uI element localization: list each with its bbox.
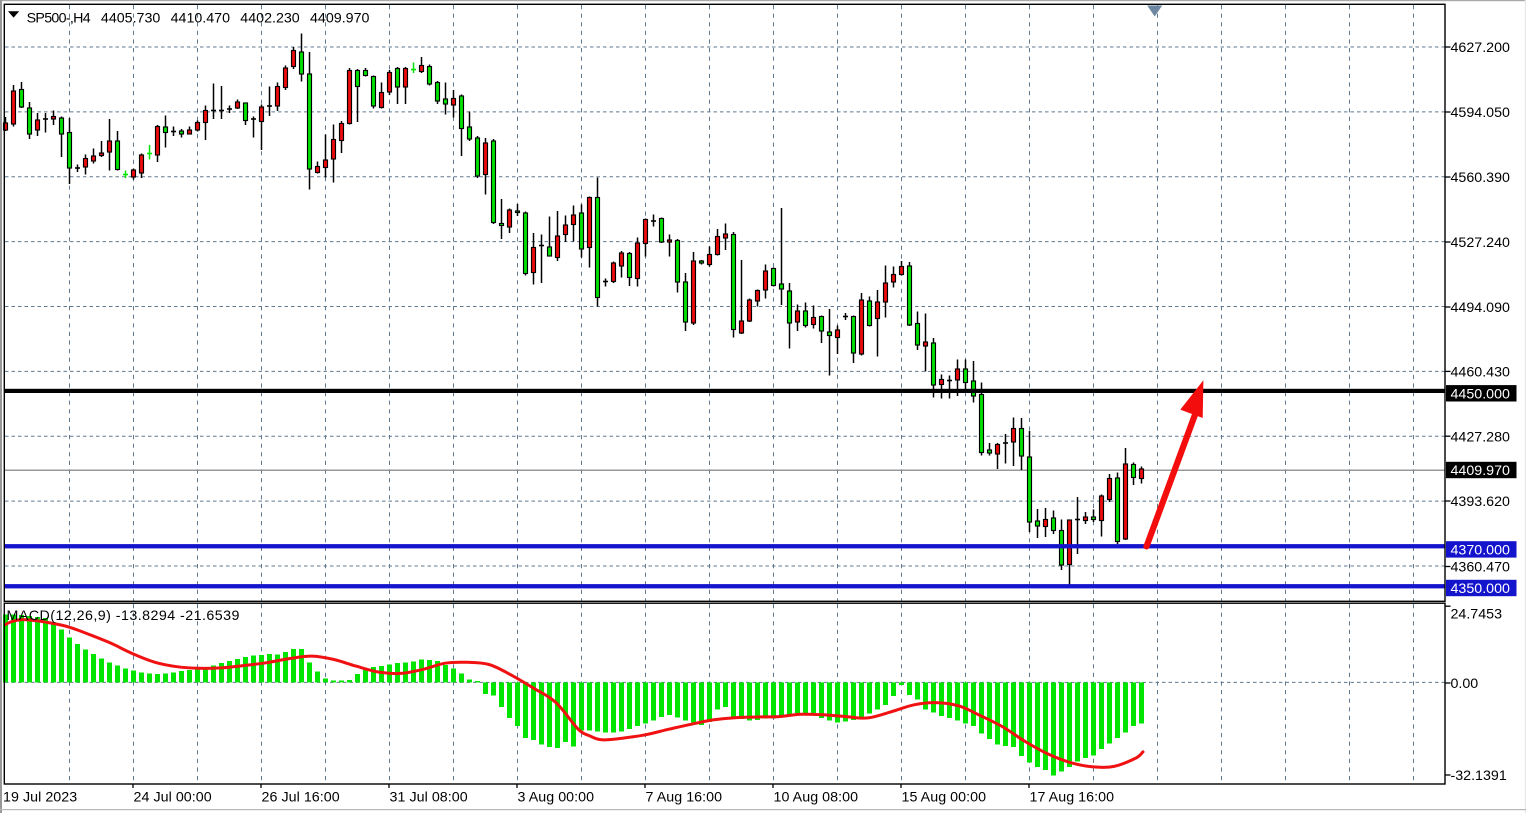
svg-text:24 Jul 00:00: 24 Jul 00:00 bbox=[134, 789, 212, 805]
svg-text:4409.970: 4409.970 bbox=[1451, 463, 1511, 479]
svg-text:31 Jul 08:00: 31 Jul 08:00 bbox=[390, 789, 468, 805]
svg-text:26 Jul 16:00: 26 Jul 16:00 bbox=[262, 789, 340, 805]
svg-text:4360.470: 4360.470 bbox=[1451, 560, 1511, 576]
svg-text:4370.000: 4370.000 bbox=[1451, 543, 1511, 559]
svg-text:4494.090: 4494.090 bbox=[1451, 300, 1511, 316]
svg-text:MACD(12,26,9) -13.8294 -21.653: MACD(12,26,9) -13.8294 -21.6539 bbox=[7, 608, 240, 624]
svg-text:10 Aug 08:00: 10 Aug 08:00 bbox=[774, 789, 859, 805]
svg-text:3 Aug 00:00: 3 Aug 00:00 bbox=[518, 789, 595, 805]
svg-text:4393.620: 4393.620 bbox=[1451, 494, 1511, 510]
svg-text:19 Jul 2023: 19 Jul 2023 bbox=[3, 789, 77, 805]
svg-text:4402.230: 4402.230 bbox=[240, 11, 300, 27]
svg-text:0.00: 0.00 bbox=[1451, 676, 1479, 692]
svg-text:4350.000: 4350.000 bbox=[1451, 581, 1511, 597]
svg-text:17 Aug 16:00: 17 Aug 16:00 bbox=[1030, 789, 1115, 805]
svg-text:4450.000: 4450.000 bbox=[1451, 387, 1511, 403]
svg-text:4560.390: 4560.390 bbox=[1451, 170, 1511, 186]
svg-text:7 Aug 16:00: 7 Aug 16:00 bbox=[646, 789, 723, 805]
svg-text:4410.470: 4410.470 bbox=[171, 11, 231, 27]
svg-text:4460.430: 4460.430 bbox=[1451, 365, 1511, 381]
svg-text:4527.240: 4527.240 bbox=[1451, 235, 1511, 251]
svg-text:-32.1391: -32.1391 bbox=[1451, 768, 1507, 784]
svg-text:4594.050: 4594.050 bbox=[1451, 105, 1511, 121]
svg-text:SP500-,H4: SP500-,H4 bbox=[27, 11, 91, 27]
svg-text:4405.730: 4405.730 bbox=[101, 11, 161, 27]
svg-text:4427.280: 4427.280 bbox=[1451, 429, 1511, 445]
svg-text:15 Aug 00:00: 15 Aug 00:00 bbox=[902, 789, 987, 805]
svg-text:4409.970: 4409.970 bbox=[310, 11, 370, 27]
svg-text:4627.200: 4627.200 bbox=[1451, 40, 1511, 56]
svg-text:24.7453: 24.7453 bbox=[1451, 607, 1503, 623]
